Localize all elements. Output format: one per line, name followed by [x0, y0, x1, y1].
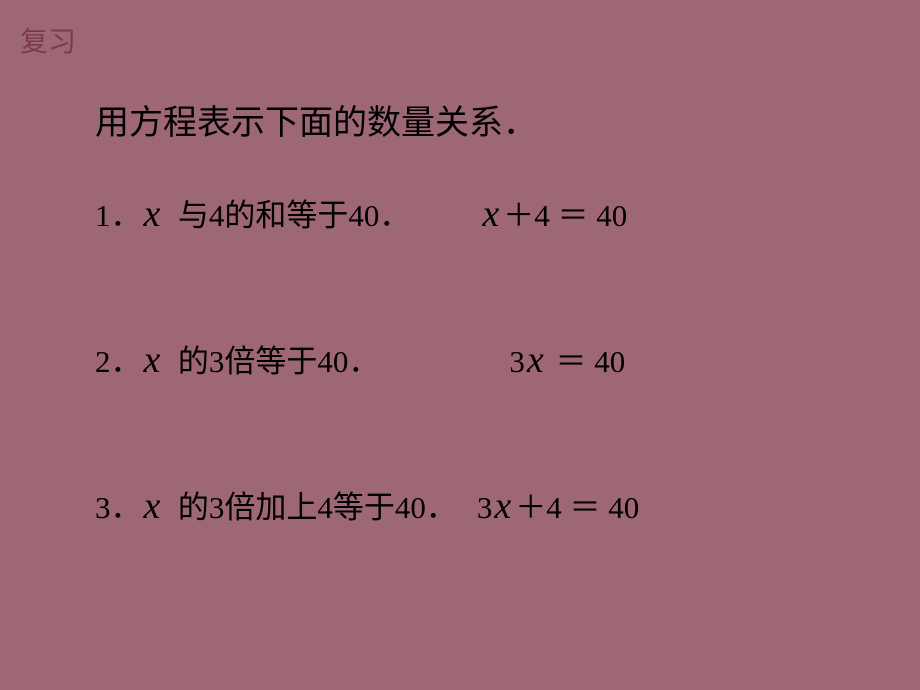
problem-1-text: 1．x 与4的和等于40． — [95, 190, 410, 236]
problem-3-mid: 的3倍加上4等于40． — [178, 490, 457, 525]
problem-row-1: 1．x 与4的和等于40． x＋4 ＝ 40 — [95, 190, 855, 236]
answer-3-before: 3 — [477, 490, 493, 525]
answer-3: 3x＋4 ＝ 40 — [477, 482, 641, 528]
content-area: 1．x 与4的和等于40． x＋4 ＝ 40 2．x 的3倍等于40． 3x ＝… — [95, 190, 855, 528]
answer-3-after: ＋4 ＝ 40 — [513, 490, 641, 525]
x-variable: x — [492, 485, 513, 527]
problem-1-prefix: 1． — [95, 198, 142, 233]
problem-2-text: 2．x 的3倍等于40． — [95, 336, 379, 382]
answer-2: 3x ＝ 40 — [509, 336, 627, 382]
answer-2-before: 3 — [509, 344, 525, 379]
answer-1-after: ＋4 ＝ 40 — [501, 198, 629, 233]
x-variable: x — [142, 485, 163, 527]
answer-2-after: ＝ 40 — [546, 344, 628, 379]
problem-row-2: 2．x 的3倍等于40． 3x ＝ 40 — [95, 336, 855, 382]
problem-1-mid: 与4的和等于40． — [178, 198, 411, 233]
x-variable: x — [142, 339, 163, 381]
problem-3-prefix: 3． — [95, 490, 142, 525]
problem-2-prefix: 2． — [95, 344, 142, 379]
problem-row-3: 3．x 的3倍加上4等于40． 3x＋4 ＝ 40 — [95, 482, 855, 528]
x-variable: x — [525, 339, 546, 381]
x-variable: x — [480, 193, 501, 235]
answer-1: x＋4 ＝ 40 — [480, 190, 629, 236]
problem-3-text: 3．x 的3倍加上4等于40． — [95, 482, 457, 528]
problem-2-mid: 的3倍等于40． — [178, 344, 380, 379]
page-title: 用方程表示下面的数量关系． — [95, 95, 537, 144]
corner-label: 复习 — [20, 20, 76, 60]
x-variable: x — [142, 193, 163, 235]
